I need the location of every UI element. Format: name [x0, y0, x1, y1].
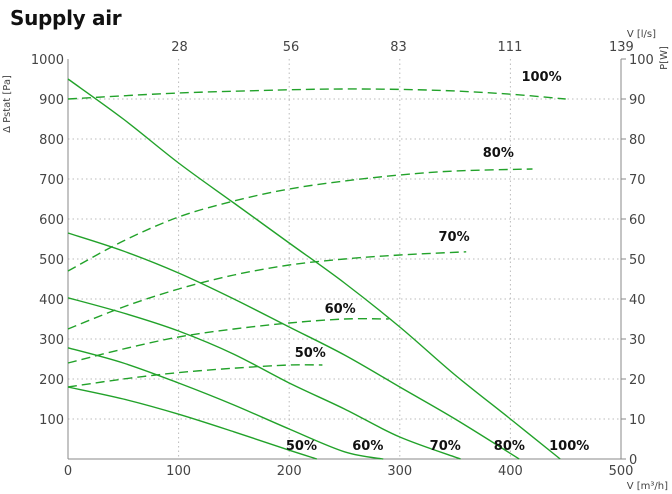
y2-tick-label: 70: [629, 173, 646, 188]
pressure-curve-100: [67, 78, 561, 460]
x2-tick-label: 111: [498, 40, 523, 55]
x-tick-label: 200: [277, 464, 302, 479]
y-tick-label: 400: [39, 293, 64, 308]
power-curve-100: [67, 88, 566, 100]
y-tick-label: 200: [39, 373, 64, 388]
x2-tick-label: 83: [390, 40, 407, 55]
power-curve-label: 80%: [483, 146, 514, 161]
x2-tick-label: 139: [609, 40, 634, 55]
y-tick-label: 600: [39, 213, 64, 228]
y-tick-label: 700: [39, 173, 64, 188]
y-axis-label: Δ Pstat [Pa]: [2, 75, 13, 133]
pressure-curve-label: 100%: [549, 439, 589, 454]
pressure-curve-80: [67, 232, 520, 460]
pressure-curve-label: 50%: [286, 439, 317, 454]
y2-axis-label: P[W]: [659, 46, 670, 70]
power-curve-80: [67, 168, 533, 272]
grid-layer: [68, 59, 621, 459]
x-tick-label: 0: [64, 464, 72, 479]
power-curve-label: 50%: [295, 346, 326, 361]
y2-tick-label: 90: [629, 93, 646, 108]
y-tick-label: 500: [39, 253, 64, 268]
x-tick-label: 100: [166, 464, 191, 479]
pressure-curve-60: [67, 347, 384, 460]
y2-tick-label: 10: [629, 413, 646, 428]
pressure-curve-70: [67, 297, 461, 460]
y2-tick-label: 40: [629, 293, 646, 308]
x2-axis-label: V [l/s]: [627, 29, 656, 40]
x-tick-label: 500: [609, 464, 634, 479]
x-tick-label: 400: [498, 464, 523, 479]
y-tick-label: 1000: [31, 53, 64, 68]
x2-tick-label: 28: [171, 40, 188, 55]
y2-tick-label: 100: [629, 53, 654, 68]
y-tick-label: 300: [39, 333, 64, 348]
x2-tick-label: 56: [283, 40, 300, 55]
power-curve-50: [67, 364, 323, 388]
x-tick-label: 300: [387, 464, 412, 479]
y-tick-label: 900: [39, 93, 64, 108]
pressure-curve-label: 60%: [352, 439, 383, 454]
pressure-curve-label: 80%: [494, 439, 525, 454]
y-tick-label: 100: [39, 413, 64, 428]
y2-tick-label: 30: [629, 333, 646, 348]
y2-tick-label: 80: [629, 133, 646, 148]
y2-tick-label: 60: [629, 213, 646, 228]
power-curve-label: 60%: [325, 302, 356, 317]
y-tick-label: 800: [39, 133, 64, 148]
pressure-curve-50: [67, 386, 318, 460]
y2-tick-label: 50: [629, 253, 646, 268]
pressure-curve-label: 70%: [430, 439, 461, 454]
power-curve-60: [67, 317, 389, 364]
y2-tick-label: 0: [629, 453, 637, 468]
chart-title: Supply air: [10, 6, 122, 30]
x-axis-label: V [m³/h]: [627, 481, 668, 492]
power-curve-label: 70%: [439, 230, 470, 245]
power-curve-label: 100%: [521, 70, 561, 85]
power-curve-70: [67, 251, 467, 330]
curve-layer: [67, 78, 566, 460]
y2-tick-label: 20: [629, 373, 646, 388]
label-layer: 50% 60% 70% 80% 100% 50% 60% 70% 80% 100%: [286, 70, 589, 454]
tick-layer: 0 100 200 300 400 500100200300400500600700800…: [31, 40, 654, 479]
